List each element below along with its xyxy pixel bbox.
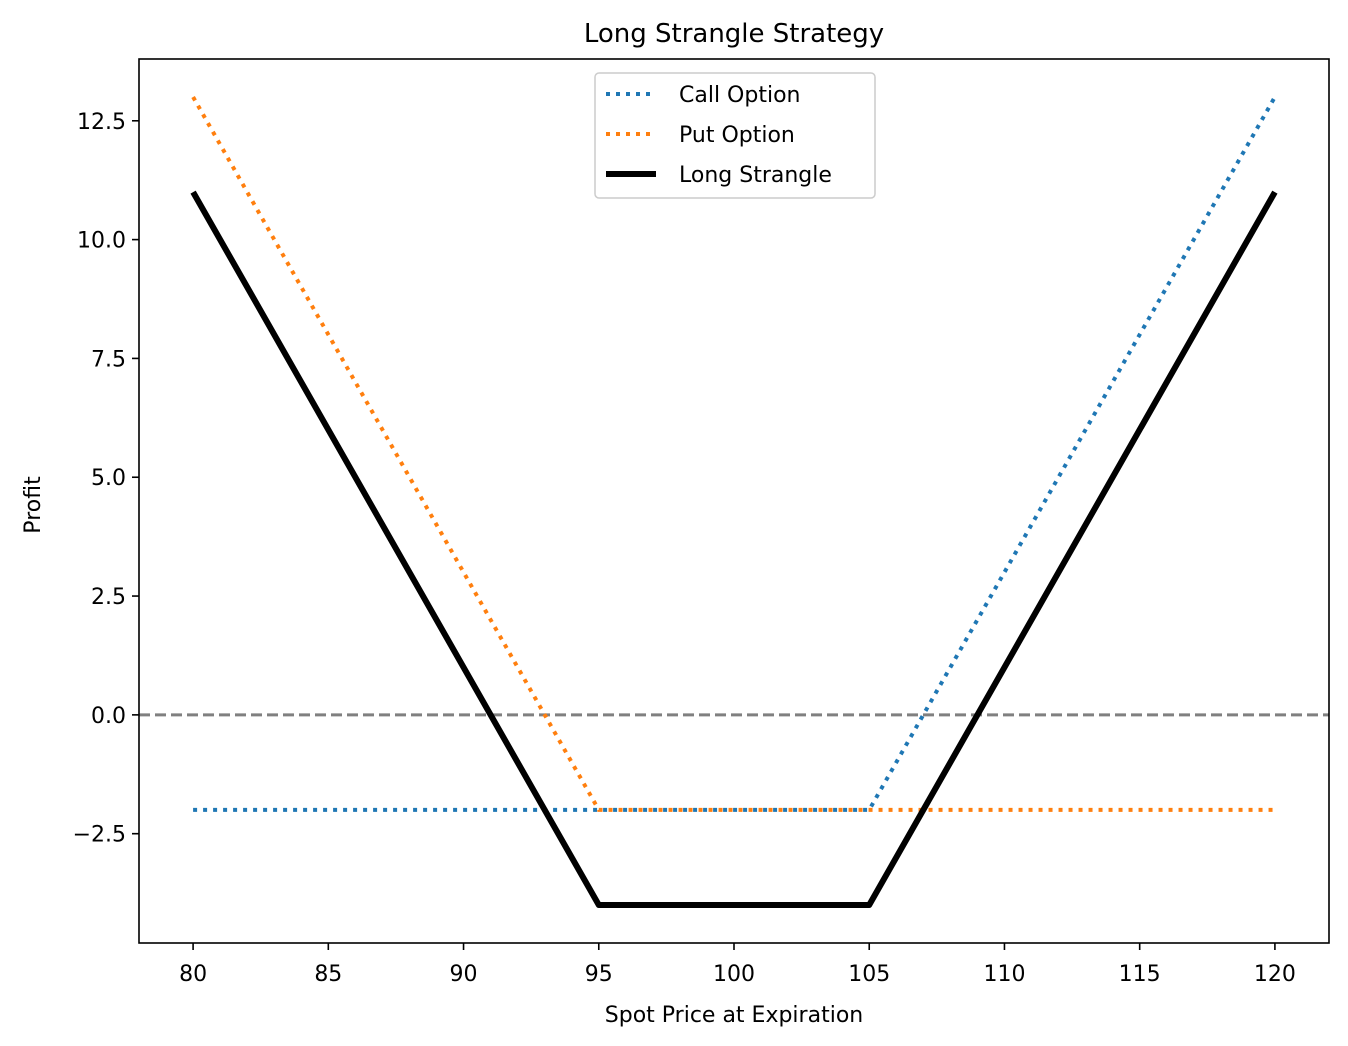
y-tick-label: 12.5: [77, 110, 126, 135]
x-tick-label: 90: [450, 962, 478, 987]
x-tick-label: 120: [1254, 962, 1296, 987]
y-axis-label: Profit: [21, 476, 46, 534]
legend-label-long-strangle: Long Strangle: [679, 163, 832, 188]
series-line-long-strangle: [190, 190, 1278, 908]
y-tick-label: 2.5: [91, 585, 126, 610]
x-tick-label: 110: [983, 962, 1025, 987]
chart-title: Long Strangle Strategy: [584, 19, 884, 49]
y-tick-label: 5.0: [91, 466, 126, 491]
x-tick-label: 105: [848, 962, 890, 987]
series-line-put-option: [191, 96, 1275, 812]
y-tick-label: −2.5: [73, 823, 126, 848]
series-line-call-option: [193, 96, 1277, 812]
legend-label-call-option: Call Option: [679, 83, 800, 108]
y-tick-label: 10.0: [77, 229, 126, 254]
x-tick-label: 95: [585, 962, 613, 987]
x-axis-label: Spot Price at Expiration: [605, 1003, 863, 1028]
y-tick-label: 7.5: [91, 347, 126, 372]
legend-box: [594, 72, 876, 199]
x-tick-label: 85: [314, 962, 342, 987]
plot-area: 80 85 90 95 100 105 110 115 120 −2.5 0.0 2.5 5.0 7.5 1…: [73, 58, 1330, 987]
legend-label-put-option: Put Option: [679, 123, 795, 148]
x-tick-label: 80: [179, 962, 207, 987]
x-tick-label: 115: [1119, 962, 1161, 987]
x-tick-label: 100: [713, 962, 755, 987]
y-tick-label: 0.0: [91, 704, 126, 729]
